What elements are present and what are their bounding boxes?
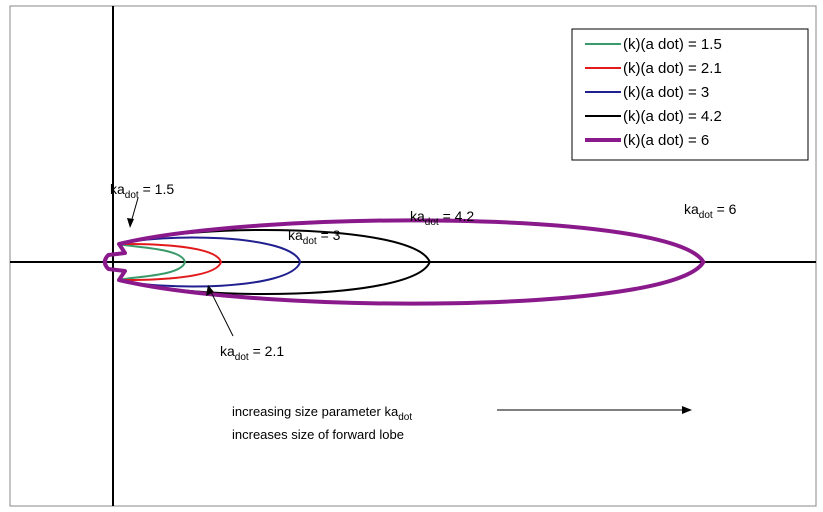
lobe-label-6: kadot = 6 [684, 201, 737, 221]
legend-label-ka-6: (k)(a dot) = 6 [623, 132, 709, 149]
pointer-arrowhead-1.5 [127, 218, 134, 228]
legend-label-ka-4.2: (k)(a dot) = 4.2 [623, 108, 722, 125]
legend: (k)(a dot) = 1.5 (k)(a dot) = 2.1 (k)(a do… [571, 28, 809, 161]
lobe-label-4.2: kadot = 4.2 [410, 208, 474, 228]
lobe-label-2.1: kadot = 2.1 [220, 343, 284, 363]
legend-label-ka-2.1: (k)(a dot) = 2.1 [623, 60, 722, 77]
lobe-label-3: kadot = 3 [288, 227, 341, 247]
lobe-label-1.5: kadot = 1.5 [110, 181, 174, 201]
lobe-curve-ka-6 [102, 218, 706, 306]
annotation-arrowhead [682, 406, 692, 414]
annotation-line-1: increasing size parameter kadot [232, 404, 412, 423]
pointer-line-2.1 [208, 287, 234, 337]
legend-label-ka-1.5: (k)(a dot) = 1.5 [623, 36, 722, 53]
pointer-arrowhead-2.1 [206, 285, 214, 296]
lobe-curves [102, 218, 706, 306]
legend-label-ka-3: (k)(a dot) = 3 [623, 84, 709, 101]
annotation-line-2: increases size of forward lobe [232, 427, 404, 442]
